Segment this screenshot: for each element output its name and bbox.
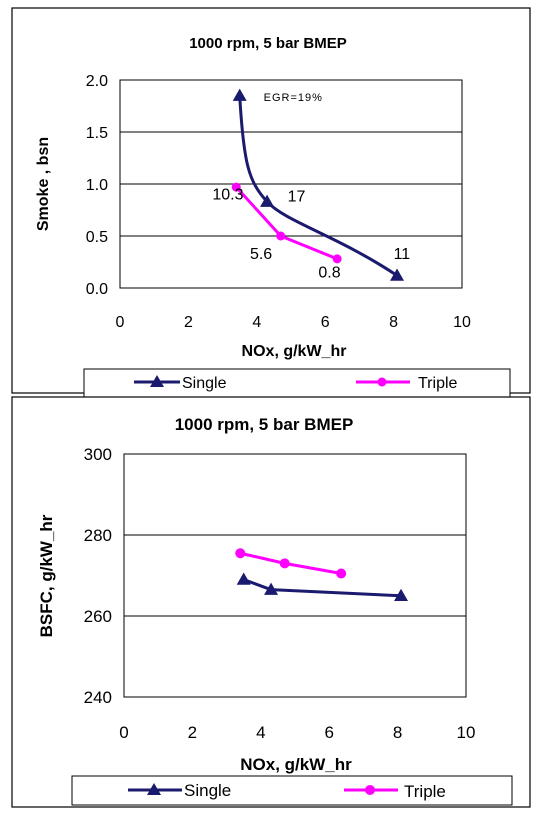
- chart-1-x-tick-label: 6: [321, 314, 330, 331]
- data-point-triple: [231, 182, 241, 192]
- chart-1-grid: [120, 131, 462, 237]
- chart-1: 1000 rpm, 5 bar BMEP 0.0 0.5 1.0 1.5 2.0 0 2 4…: [11, 7, 531, 398]
- chart-2-legend-label-triple: Triple: [404, 782, 446, 801]
- chart-1-legend-label-single: Single: [182, 375, 227, 392]
- data-point-single: [264, 582, 279, 595]
- chart-1-legend-marker-triple: [377, 377, 387, 387]
- chart-2-frame: [11, 396, 531, 808]
- chart-2-y-axis-label: BSFC, g/kW_hr: [37, 514, 56, 637]
- chart-1-plot-area: [119, 79, 463, 289]
- chart-2-series: [235, 548, 409, 601]
- egr-annotation: EGR=19%: [264, 92, 323, 104]
- chart-2-y-tick-label: 240: [84, 688, 112, 707]
- chart-2-y-tick-label: 300: [84, 445, 112, 464]
- chart-1-x-axis-label: NOx, g/kW_hr: [242, 343, 347, 360]
- chart-1-y-axis-label: Smoke , bsn: [35, 137, 52, 231]
- chart-1-x-tick-label: 0: [116, 314, 125, 331]
- chart-2-y-tick-label: 260: [84, 607, 112, 626]
- chart-1-legend: Single Triple: [83, 368, 511, 398]
- chart-2-legend-marker-triple: [365, 785, 375, 795]
- data-label: 0.8: [318, 265, 340, 282]
- chart-2-y-ticks: 240 260 280 300: [84, 445, 112, 707]
- chart-1-y-tick-label: 1.5: [86, 125, 108, 142]
- chart-1-y-tick-label: 0.5: [86, 229, 108, 246]
- chart-1-x-tick-label: 4: [252, 314, 261, 331]
- chart-1-series: [231, 88, 405, 281]
- chart-2-x-tick-label: 4: [256, 723, 265, 742]
- chart-1-x-tick-label: 2: [184, 314, 193, 331]
- chart-1-x-tick-label: 10: [453, 314, 471, 331]
- chart-1-y-tick-label: 2.0: [86, 73, 108, 90]
- chart-1-title: 1000 rpm, 5 bar BMEP: [189, 35, 347, 52]
- data-point-single: [260, 194, 275, 207]
- chart-2-plot-area: [123, 453, 467, 698]
- chart-2: 1000 rpm, 5 bar BMEP 240 260 280 300 0 2 4 6 8 1…: [11, 396, 531, 808]
- data-point-triple: [235, 548, 246, 559]
- chart-2-legend: Single Triple: [71, 775, 513, 806]
- chart-1-y-tick-label: 1.0: [86, 177, 108, 194]
- chart-2-grid: [124, 534, 466, 617]
- chart-2-x-tick-label: 8: [393, 723, 402, 742]
- chart-1-annotations: EGR=19% 10.3 17 5.6 0.8 11: [212, 92, 410, 282]
- data-point-single: [236, 572, 251, 585]
- chart-2-title: 1000 rpm, 5 bar BMEP: [175, 415, 354, 434]
- chart-1-legend-marker-single: [150, 375, 164, 387]
- data-point-triple: [276, 231, 286, 241]
- chart-2-legend-marker-single: [147, 783, 161, 795]
- data-point-single: [394, 588, 409, 601]
- chart-2-x-tick-label: 6: [324, 723, 333, 742]
- data-point-single: [390, 268, 405, 281]
- chart-1-x-ticks: 0 2 4 6 8 10: [116, 314, 471, 331]
- chart-2-x-axis-label: NOx, g/kW_hr: [240, 755, 352, 774]
- chart-2-x-ticks: 0 2 4 6 8 10: [119, 723, 475, 742]
- chart-2-x-tick-label: 10: [457, 723, 476, 742]
- chart-2-legend-label-single: Single: [184, 781, 231, 800]
- data-point-single: [232, 88, 247, 101]
- chart-1-frame: [11, 7, 531, 394]
- chart-1-y-tick-label: 0.0: [86, 281, 108, 298]
- chart-2-y-tick-label: 280: [84, 526, 112, 545]
- data-point-triple: [332, 254, 342, 264]
- chart-2-x-tick-label: 2: [188, 723, 197, 742]
- chart-1-x-tick-label: 8: [389, 314, 398, 331]
- chart-1-y-ticks: 0.0 0.5 1.0 1.5 2.0: [86, 73, 108, 298]
- data-label: 5.6: [250, 246, 272, 263]
- data-label: 11: [394, 246, 411, 263]
- data-point-triple: [279, 558, 290, 569]
- chart-1-legend-label-triple: Triple: [418, 375, 458, 392]
- chart-2-x-tick-label: 0: [119, 723, 128, 742]
- data-point-triple: [336, 568, 347, 579]
- data-label: 17: [288, 189, 306, 206]
- data-label: 10.3: [212, 187, 243, 204]
